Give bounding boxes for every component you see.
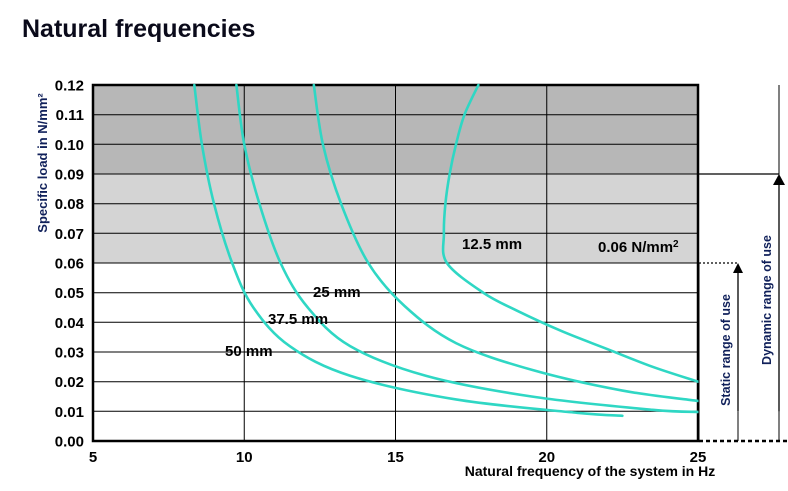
svg-text:0.00: 0.00 xyxy=(55,434,84,451)
svg-text:0.03: 0.03 xyxy=(55,345,84,362)
svg-text:50 mm: 50 mm xyxy=(225,343,273,360)
svg-text:0.02: 0.02 xyxy=(55,374,84,391)
svg-text:0.01: 0.01 xyxy=(55,404,84,421)
svg-text:0.04: 0.04 xyxy=(55,315,85,332)
svg-text:Dynamic range of use: Dynamic range of use xyxy=(760,235,774,365)
svg-text:5: 5 xyxy=(89,449,97,466)
svg-text:0.05: 0.05 xyxy=(55,285,84,302)
svg-text:0.06: 0.06 xyxy=(55,256,84,273)
svg-text:0.09: 0.09 xyxy=(55,167,84,184)
svg-text:Static range of use: Static range of use xyxy=(719,294,733,406)
svg-text:0.08: 0.08 xyxy=(55,196,84,213)
svg-text:25 mm: 25 mm xyxy=(313,284,361,301)
svg-text:37.5 mm: 37.5 mm xyxy=(268,311,328,328)
svg-text:0.06 N/mm2: 0.06 N/mm2 xyxy=(598,239,679,257)
svg-text:0.11: 0.11 xyxy=(56,107,84,124)
svg-text:0.07: 0.07 xyxy=(55,226,84,243)
svg-text:Natural frequency of the syste: Natural frequency of the system in Hz xyxy=(465,463,716,479)
svg-text:Natural frequencies: Natural frequencies xyxy=(22,15,255,43)
svg-text:Specific load in N/mm²: Specific load in N/mm² xyxy=(35,93,50,233)
svg-text:12.5 mm: 12.5 mm xyxy=(462,236,522,253)
svg-text:10: 10 xyxy=(236,449,253,466)
svg-text:15: 15 xyxy=(387,449,404,466)
svg-text:0.10: 0.10 xyxy=(55,137,84,154)
svg-text:0.12: 0.12 xyxy=(55,78,84,95)
